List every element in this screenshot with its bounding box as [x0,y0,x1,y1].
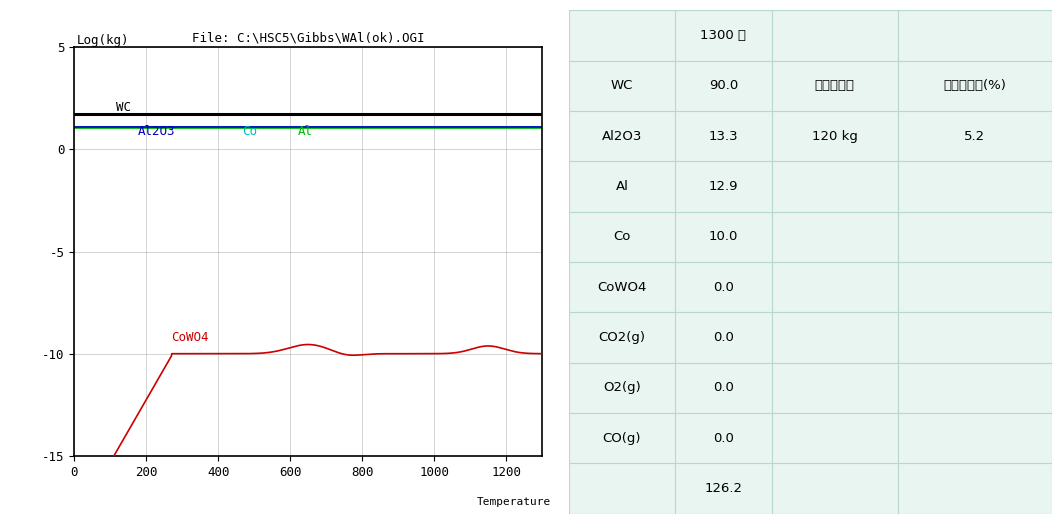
Text: 0.0: 0.0 [713,281,733,293]
Text: 0.0: 0.0 [713,381,733,394]
Text: CoWO4: CoWO4 [171,332,209,344]
Text: Co: Co [241,125,256,138]
Title: File: C:\HSC5\Gibbs\WAl(ok).OGI: File: C:\HSC5\Gibbs\WAl(ok).OGI [192,31,424,45]
FancyBboxPatch shape [569,10,1052,514]
Text: O2(g): O2(g) [603,381,641,394]
Text: Temperature: Temperature [477,497,552,507]
Text: CoWO4: CoWO4 [597,281,646,293]
Text: Al2O3: Al2O3 [137,125,175,138]
Text: CO(g): CO(g) [603,432,641,444]
Text: 10.0: 10.0 [709,231,738,243]
Text: 0.0: 0.0 [713,331,733,344]
Text: 13.3: 13.3 [709,130,739,143]
Text: Co: Co [613,231,630,243]
Text: CO2(g): CO2(g) [598,331,645,344]
Text: 90.0: 90.0 [709,80,738,92]
Text: 초기장입량: 초기장입량 [814,80,855,92]
Text: 5.2: 5.2 [964,130,985,143]
Text: 120 kg: 120 kg [812,130,858,143]
Text: Al: Al [298,125,313,138]
Text: 무게증가량(%): 무게증가량(%) [944,80,1007,92]
Text: Al2O3: Al2O3 [602,130,642,143]
Text: 1300 도: 1300 도 [701,29,746,42]
Text: 12.9: 12.9 [709,180,738,193]
Text: Al: Al [615,180,628,193]
Text: WC: WC [116,101,131,114]
Text: 0.0: 0.0 [713,432,733,444]
Text: 126.2: 126.2 [705,482,742,495]
Text: WC: WC [611,80,634,92]
Text: Log(kg): Log(kg) [77,34,129,47]
